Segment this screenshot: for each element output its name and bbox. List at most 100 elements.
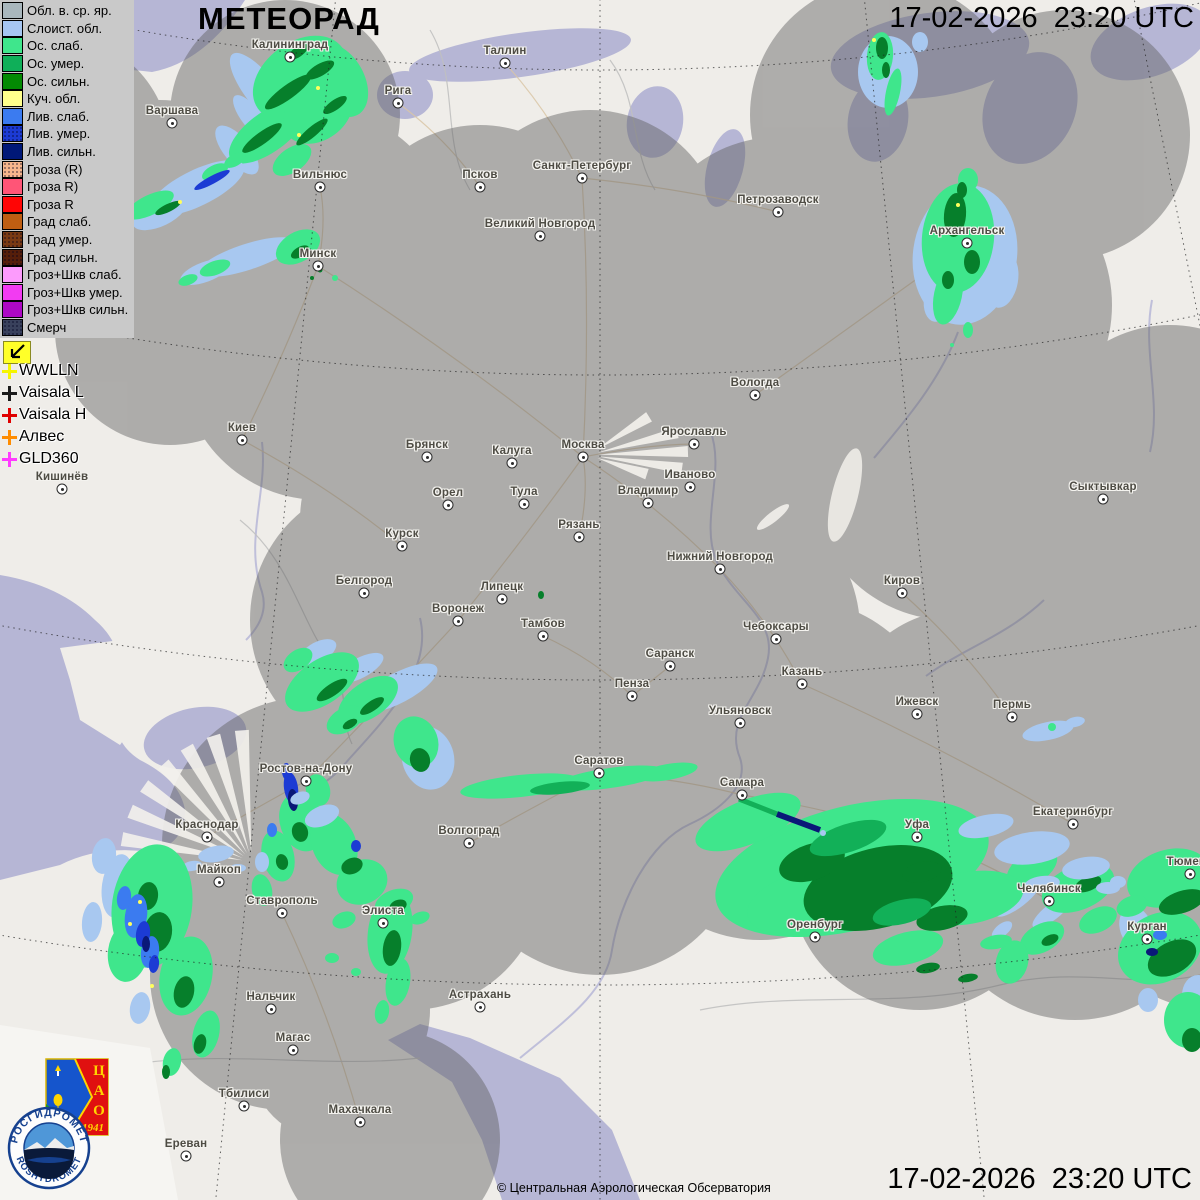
legend-label: Гроз+Шкв сильн.: [27, 302, 129, 318]
city-marker: [213, 876, 225, 888]
city-label: Курск: [385, 528, 419, 540]
legend-swatch: [2, 107, 23, 125]
legend-label: Ос. слаб.: [27, 38, 84, 54]
roshydromet-logo: РОСГИДРОМЕТ ROSHYDROMET: [7, 1106, 91, 1190]
legend-label: Гроз+Шкв умер.: [27, 284, 123, 300]
lightning-legend-row: Vaisala H: [2, 404, 86, 426]
city-label: Рязань: [558, 519, 600, 531]
city-label: Курган: [1127, 921, 1167, 933]
city-marker: [1097, 493, 1109, 505]
legend-swatch: [2, 37, 23, 55]
city-marker: [961, 237, 973, 249]
city-label: Майкоп: [197, 864, 241, 876]
legend-row: Гроз+Шкв слаб.: [2, 266, 134, 284]
legend-swatch: [2, 72, 23, 90]
legend-row: Град умер.: [2, 231, 134, 249]
city-marker: [300, 775, 312, 787]
city-label: Ставрополь: [246, 895, 318, 907]
city-label: Владимир: [617, 485, 679, 497]
lightning-network-label: Vaisala H: [19, 406, 87, 423]
legend-label: Лив. умер.: [27, 126, 91, 142]
lightning-legend-row: Алвес: [2, 426, 86, 448]
city-label: Екатеринбург: [1032, 806, 1114, 818]
city-marker: [809, 931, 821, 943]
city-label: Калининград: [251, 39, 329, 51]
city-label: Чебоксары: [743, 621, 809, 633]
legend-swatch: [2, 248, 23, 266]
legend-swatch: [2, 231, 23, 249]
city-label: Ульяновск: [708, 705, 772, 717]
city-label: Пермь: [992, 699, 1032, 711]
lightning-cross-icon: [2, 429, 17, 445]
legend-row: Ос. сильн.: [2, 72, 134, 90]
city-marker: [284, 51, 296, 63]
legend-swatch: [2, 19, 23, 37]
city-marker: [736, 789, 748, 801]
svg-text:Ц: Ц: [93, 1063, 105, 1079]
city-marker: [1141, 933, 1153, 945]
legend-label: Слоист. обл.: [27, 20, 103, 36]
city-label: Нижний Новгород: [666, 551, 774, 563]
city-label: Псков: [462, 169, 498, 181]
legend-label: Гроза (R): [27, 161, 83, 177]
city-marker: [896, 587, 908, 599]
legend-row: Гроз+Шкв умер.: [2, 283, 134, 302]
legend-row: Гроза (R): [2, 160, 134, 178]
city-marker: [377, 917, 389, 929]
legend-label: Смерч: [27, 319, 67, 335]
city-label: Вильнюс: [292, 169, 348, 181]
legend-swatch: [2, 266, 23, 284]
legend-label: Лив. сильн.: [27, 144, 96, 160]
city-marker: [518, 498, 530, 510]
legend-row: Лив. умер.: [2, 125, 134, 143]
lightning-network-label: Алвес: [19, 428, 65, 445]
legend-label: Гроза R: [27, 196, 74, 212]
precipitation-legend: Обл. в. ср. яр. Слоист. обл. Ос. слаб. Ос. …: [0, 0, 134, 339]
city-label: Элиста: [362, 905, 404, 917]
svg-text:О: О: [93, 1103, 105, 1119]
city-label: Нальчик: [246, 991, 296, 1003]
city-marker: [1043, 895, 1055, 907]
timestamp-top: 17-02-2026 23:20 UTC: [889, 2, 1194, 34]
city-label: Оренбург: [787, 919, 843, 931]
city-label: Тамбов: [521, 618, 565, 630]
city-label: Белгород: [335, 575, 393, 587]
city-label: Саранск: [645, 648, 695, 660]
city-label: Киров: [883, 575, 921, 587]
city-label: Орел: [432, 487, 464, 499]
legend-label: Град умер.: [27, 232, 93, 248]
city-marker: [474, 1001, 486, 1013]
city-marker: [770, 633, 782, 645]
city-label: Липецк: [480, 581, 524, 593]
legend-row: Куч. обл.: [2, 90, 134, 108]
city-marker: [506, 457, 518, 469]
city-marker: [166, 117, 178, 129]
city-label: Самара: [719, 777, 765, 789]
legend-row: Град сильн.: [2, 248, 134, 266]
legend-swatch: [2, 125, 23, 143]
timestamp-bottom: 17-02-2026 23:20 UTC: [887, 1163, 1192, 1195]
page-title: МЕТЕОРАД: [198, 1, 380, 36]
city-label: Санкт-Петербург: [532, 160, 632, 172]
svg-text:1941: 1941: [82, 1122, 104, 1134]
legend-row: Ос. умер.: [2, 55, 134, 73]
city-marker: [714, 563, 726, 575]
attribution: © Центральная Аэрологическая Обсерватори…: [497, 1181, 771, 1195]
city-marker: [664, 660, 676, 672]
city-label: Ижевск: [895, 696, 939, 708]
city-marker: [354, 1116, 366, 1128]
city-marker: [537, 630, 549, 642]
city-label: Кишинёв: [35, 471, 89, 483]
city-marker: [1006, 711, 1018, 723]
city-marker: [442, 499, 454, 511]
city-marker: [577, 451, 589, 463]
city-marker: [734, 717, 746, 729]
lightning-legend-row: WWLLN: [2, 360, 86, 382]
city-label: Варшава: [145, 105, 199, 117]
city-marker: [312, 260, 324, 272]
lightning-network-label: GLD360: [19, 450, 79, 467]
city-marker: [463, 837, 475, 849]
